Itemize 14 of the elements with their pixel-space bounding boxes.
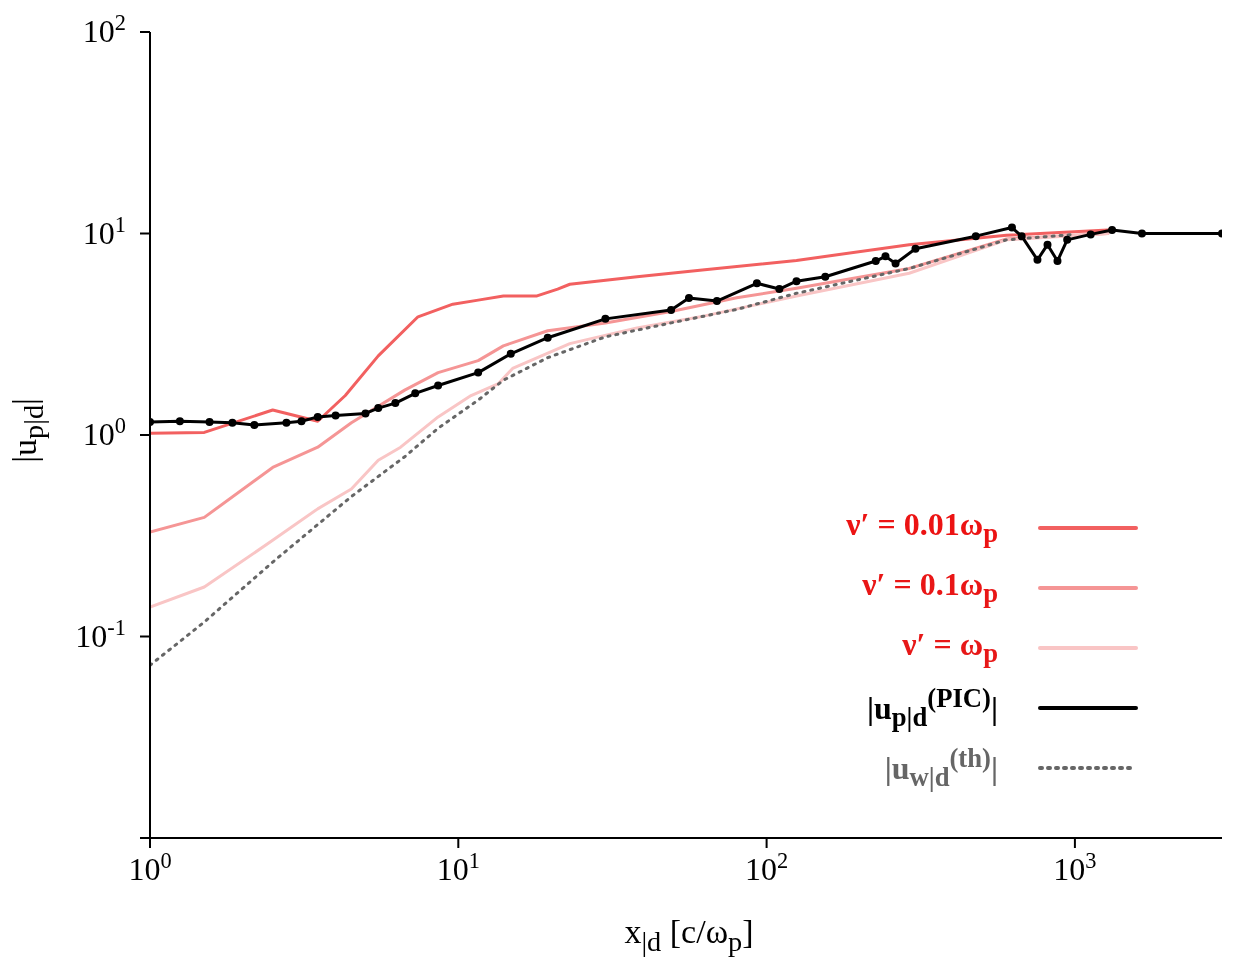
x-tick-label: 10$^{1}$ [436, 847, 480, 887]
legend-label: |u$_{w|d}$$^{(th)}$| [884, 742, 998, 794]
y-tick-label: 10$^{2}$ [82, 9, 126, 49]
y-tick-label: 10$^{-1}$ [75, 614, 126, 654]
y-tick-label: 10$^{1}$ [82, 211, 126, 251]
legend-label: ν′ = 0.01ω$_{p}$ [846, 506, 998, 550]
x-axis-title: x$_{|d}$ [c/ω$_{p}$] [623, 913, 755, 958]
x-tick-label: 10$^{3}$ [1053, 847, 1097, 887]
x-tick-label: 10$^{2}$ [745, 847, 789, 887]
legend-label: ν′ = 0.1ω$_{p}$ [862, 566, 998, 610]
y-tick-label: 10$^{0}$ [82, 412, 126, 452]
legend-label: ν′ = ω$_{p}$ [902, 626, 998, 670]
x-tick-label: 10$^{0}$ [128, 847, 172, 887]
legend-label: |u$_{p|d}$$^{(PIC)}$| [866, 682, 998, 734]
